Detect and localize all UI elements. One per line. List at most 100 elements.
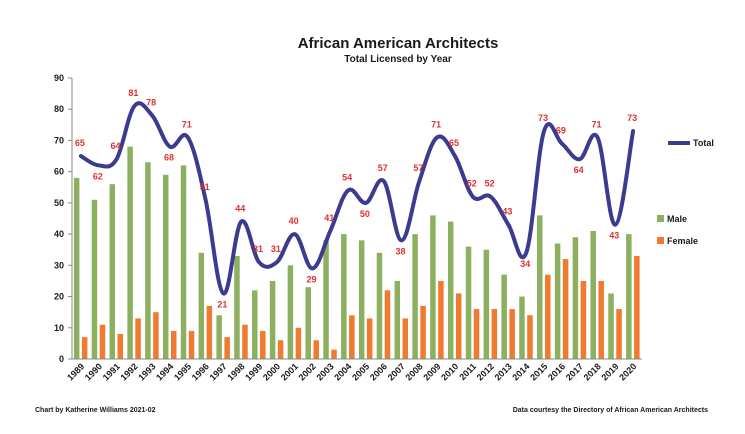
total-data-label: 57 (413, 163, 423, 173)
x-tick-label: 2018 (582, 361, 603, 382)
male-bar (412, 234, 418, 359)
male-bar (216, 315, 222, 359)
x-tick-label: 2015 (528, 361, 549, 382)
female-bar (295, 327, 302, 359)
female-bar (634, 255, 640, 359)
legend-female-label: Female (667, 236, 698, 246)
y-tick-label: 70 (54, 135, 64, 145)
female-bars (81, 255, 640, 359)
female-bar (206, 305, 213, 359)
total-data-label: 40 (289, 216, 299, 226)
x-tick-label: 1995 (172, 361, 193, 382)
male-bar (252, 290, 258, 359)
x-tick-label: 1997 (208, 361, 229, 382)
male-bar (269, 280, 276, 359)
male-bar (501, 274, 507, 359)
x-tick-label: 2013 (493, 361, 514, 382)
female-bar (509, 309, 515, 359)
male-bar (323, 240, 329, 359)
x-tick-label: 2010 (439, 361, 460, 382)
total-data-label: 44 (235, 204, 245, 214)
total-data-label: 38 (396, 246, 406, 256)
male-bar (537, 215, 543, 359)
legend-male-swatch (657, 215, 664, 222)
x-tick-label: 2003 (314, 361, 335, 382)
male-bar (305, 287, 311, 359)
female-bar (402, 318, 409, 359)
total-data-label: 21 (217, 299, 227, 309)
male-bar (162, 174, 169, 359)
female-bar (438, 280, 444, 359)
total-data-label: 31 (271, 244, 281, 254)
x-tick-label: 2017 (564, 361, 585, 382)
total-data-label: 71 (182, 119, 192, 129)
male-bar (590, 230, 596, 359)
y-tick-label: 40 (54, 229, 64, 239)
total-data-label: 78 (146, 97, 156, 107)
total-data-label: 64 (574, 165, 584, 175)
total-data-label: 52 (485, 179, 495, 189)
x-tick-label: 2008 (404, 361, 425, 382)
female-bar (117, 334, 124, 359)
male-bar (626, 234, 632, 359)
x-tick-label: 2005 (350, 361, 371, 382)
x-tick-label: 2006 (368, 361, 389, 382)
x-tick-label: 2020 (617, 361, 638, 382)
x-tick-label: 1991 (101, 361, 122, 382)
x-tick-label: 2000 (261, 361, 282, 382)
male-bar (554, 243, 561, 359)
chart-subtitle: Total Licensed by Year (344, 54, 452, 65)
x-tick-label: 2016 (546, 361, 567, 382)
total-data-label: 65 (449, 138, 459, 148)
male-bar (109, 184, 116, 359)
y-axis: 0 10 20 30 40 50 60 70 80 90 (54, 73, 73, 364)
male-bar (145, 162, 151, 359)
male-bar (73, 177, 80, 359)
female-bar (99, 324, 106, 359)
y-tick-label: 80 (54, 104, 64, 114)
male-bar (91, 199, 98, 359)
female-bar (455, 293, 462, 359)
x-tick-label: 2011 (457, 361, 478, 382)
female-bar (527, 315, 533, 359)
male-bar (234, 255, 240, 359)
x-tick-label: 1994 (154, 361, 175, 382)
x-tick-label: 1999 (243, 361, 264, 382)
legend: Total Male Female (657, 138, 714, 246)
total-data-labels: 65 62 64 81 78 68 71 51 21 44 31 31 40 29 41 54 50 57 38 57… (75, 88, 637, 309)
male-bar (608, 293, 614, 359)
total-data-label: 62 (93, 171, 103, 181)
female-bar (491, 309, 498, 359)
male-bar (447, 221, 454, 359)
female-bar (562, 259, 569, 359)
y-tick-label: 0 (59, 354, 64, 364)
male-bar (198, 252, 205, 359)
female-bar (224, 337, 230, 359)
y-tick-label: 90 (54, 73, 64, 83)
total-data-label: 73 (627, 113, 637, 123)
x-axis: 1989199019911992199319941995199619971998… (65, 358, 642, 383)
x-tick-label: 1990 (83, 361, 104, 382)
total-data-label: 54 (342, 172, 352, 182)
female-bar (153, 312, 159, 359)
x-tick-label: 2002 (297, 361, 318, 382)
y-tick-label: 30 (54, 260, 64, 270)
total-data-label: 41 (324, 213, 334, 223)
male-bar (341, 234, 347, 359)
chart-title: African American Architects (298, 35, 499, 52)
y-tick-label: 10 (54, 323, 64, 333)
x-tick-label: 1996 (190, 361, 211, 382)
total-data-label: 34 (520, 259, 530, 269)
female-bar (260, 330, 266, 359)
footer-credit: Chart by Katherine Williams 2021-02 (35, 407, 156, 414)
female-bar (135, 318, 141, 359)
total-data-label: 69 (556, 126, 566, 136)
female-bar (170, 330, 177, 359)
male-bar (394, 280, 401, 359)
total-line (78, 101, 636, 296)
x-tick-label: 1993 (136, 361, 157, 382)
female-bar (331, 349, 337, 359)
female-bar (545, 274, 551, 359)
total-data-label: 73 (538, 113, 548, 123)
y-tick-label: 50 (54, 198, 64, 208)
